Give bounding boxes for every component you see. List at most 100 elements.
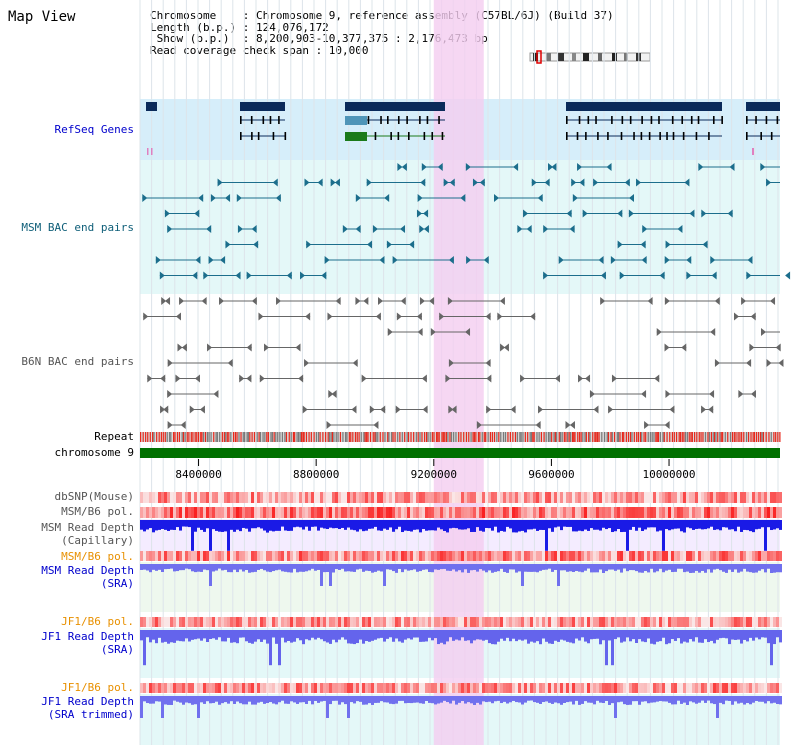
bac-end-marker (746, 359, 752, 367)
bac-end-marker (448, 359, 454, 367)
jf1-depth-trimmed (140, 696, 782, 718)
heat-cell (407, 492, 410, 503)
bac-end-marker (167, 359, 173, 367)
heat-cell (704, 492, 707, 503)
heat-cell (593, 492, 596, 503)
heat-cell (419, 492, 422, 503)
heat-cell (689, 551, 692, 561)
heat-cell (470, 492, 473, 503)
heat-cell (488, 683, 491, 693)
label-msm-depth-sra[interactable]: MSM Read Depth (41, 564, 134, 577)
heat-cell (560, 551, 563, 561)
repeat-element (215, 432, 217, 442)
heat-cell (185, 683, 188, 693)
repeat-element (251, 432, 253, 442)
depth-bar (605, 520, 608, 530)
msm-bac-track[interactable] (142, 163, 800, 280)
repeat-element (236, 432, 238, 442)
heat-cell (683, 551, 686, 561)
heatmap-tracks[interactable] (140, 492, 782, 693)
repeat-element (279, 432, 281, 442)
heat-cell (743, 683, 746, 693)
bac-end-marker (355, 194, 361, 202)
depth-bar (176, 520, 179, 528)
heat-cell (215, 617, 218, 627)
depth-bar (341, 696, 344, 703)
depth-bar (497, 696, 500, 701)
repeat-element (335, 432, 337, 442)
heat-cell (620, 551, 623, 561)
heat-cell (635, 492, 638, 503)
label-jf1-depth-sra[interactable]: JF1 Read Depth (41, 630, 134, 643)
repeat-element (158, 432, 160, 442)
bac-end-marker (276, 297, 282, 305)
label-msm-bac[interactable]: MSM BAC end pairs (21, 221, 134, 234)
label-msm-pol-1[interactable]: MSM/B6 pol. (61, 505, 134, 518)
bac-end-marker (554, 374, 560, 383)
label-jf1-pol-2[interactable]: JF1/B6 pol. (61, 681, 134, 694)
b6n-bac-track[interactable] (143, 297, 800, 429)
depth-bar (758, 630, 761, 640)
exon (251, 132, 253, 140)
depth-bar (233, 520, 236, 532)
label-msm-pol-2[interactable]: MSM/B6 pol. (61, 550, 134, 563)
heat-cell (521, 507, 524, 518)
refseq-genes-track[interactable] (146, 102, 780, 155)
depth-bar (731, 564, 734, 572)
label-jf1-pol-1[interactable]: JF1/B6 pol. (61, 615, 134, 628)
depth-bar (662, 696, 665, 702)
heat-cell (668, 551, 671, 561)
bac-end-marker (179, 297, 185, 305)
depth-bar (752, 696, 755, 703)
heat-cell (524, 617, 527, 627)
heat-cell (539, 507, 542, 518)
chromosome-ideogram[interactable] (529, 50, 651, 64)
label-repeat[interactable]: Repeat (94, 430, 134, 443)
depth-bar (443, 520, 446, 531)
repeat-track[interactable] (140, 432, 781, 442)
heat-cell (491, 617, 494, 627)
depth-bar (479, 630, 482, 640)
repeat-element (684, 432, 687, 442)
repeat-element (554, 432, 556, 442)
bac-end-marker (485, 359, 491, 367)
repeat-element (570, 432, 572, 442)
repeat-element (152, 432, 154, 442)
depth-bar (308, 564, 311, 571)
heat-cell (617, 507, 620, 518)
heat-cell (416, 683, 419, 693)
label-jf1-depth-trimmed[interactable]: JF1 Read Depth (41, 695, 134, 708)
label-refseq-genes[interactable]: RefSeq Genes (54, 123, 134, 136)
bac-end-marker (361, 374, 367, 383)
heat-cell (461, 683, 464, 693)
bac-end-marker (711, 271, 717, 280)
label-b6n-bac[interactable]: B6N BAC end pairs (21, 355, 134, 368)
label-dbsnp[interactable]: dbSNP(Mouse) (54, 490, 134, 503)
heat-cell (311, 617, 314, 627)
depth-bar (491, 630, 494, 645)
depth-bar (722, 520, 725, 528)
heat-cell (179, 551, 182, 561)
repeat-element (559, 432, 562, 442)
depth-bar (638, 564, 641, 573)
heat-cell (221, 617, 224, 627)
depth-bar (185, 520, 188, 527)
depth-bar (614, 696, 617, 718)
heat-cell (728, 551, 731, 561)
depth-bar (167, 520, 170, 531)
depth-tracks[interactable] (140, 520, 782, 718)
heat-cell (416, 551, 419, 561)
repeat-element (238, 432, 240, 442)
depth-bar (143, 696, 146, 702)
repeat-element (619, 432, 621, 442)
repeat-element (410, 432, 412, 442)
depth-bar (146, 696, 149, 704)
heat-cell (677, 683, 680, 693)
heat-cell (683, 507, 686, 518)
depth-bar (410, 630, 413, 640)
depth-bar (218, 520, 221, 532)
depth-bar (167, 696, 170, 705)
label-msm-depth-capillary[interactable]: MSM Read Depth (41, 521, 134, 534)
heat-cell (155, 683, 158, 693)
